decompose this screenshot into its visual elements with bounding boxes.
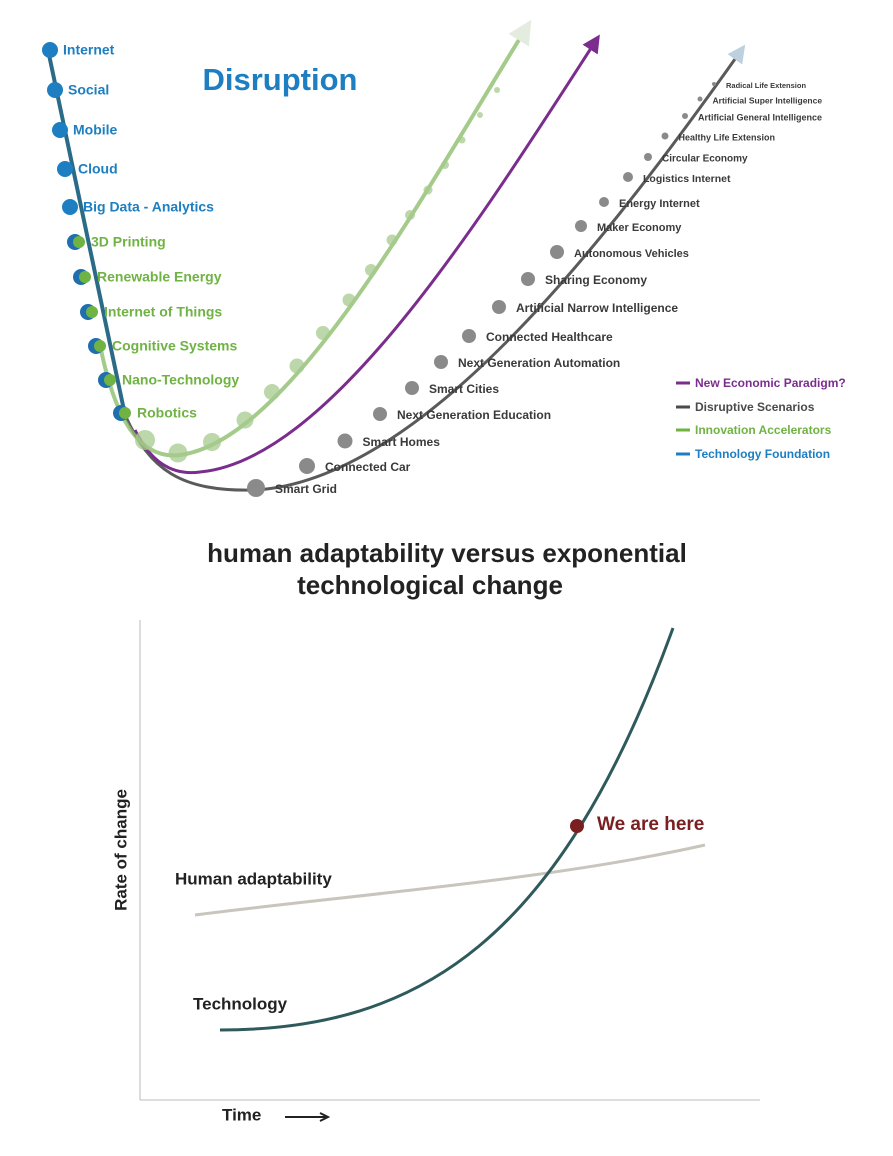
legend-label: New Economic Paradigm? <box>695 376 846 390</box>
accelerator-trail-dot <box>494 87 500 93</box>
foundation-label: Cloud <box>78 161 118 177</box>
accelerator-label: Nano-Technology <box>122 372 239 388</box>
accelerator-dot <box>104 374 116 386</box>
accelerator-trail-dot <box>458 136 466 144</box>
scenario-label: Radical Life Extension <box>726 81 806 90</box>
chart-title: technological change <box>297 570 563 600</box>
annotation: We are here <box>597 814 704 835</box>
accelerator-dot <box>79 271 91 283</box>
scenario-label: Artificial General Intelligence <box>698 112 822 122</box>
foundation-dot <box>52 122 68 138</box>
scenario-label: Connected Healthcare <box>486 330 613 344</box>
accelerator-dot <box>119 407 131 419</box>
accelerator-dot <box>94 340 106 352</box>
accelerator-trail-dot <box>316 326 330 340</box>
chart-title: human adaptability versus exponential <box>207 538 687 568</box>
accelerator-trail-dot <box>423 185 433 195</box>
scenario-dot <box>492 300 506 314</box>
disruption-title: Disruption <box>203 62 358 97</box>
scenario-dot <box>462 329 476 343</box>
accelerator-trail-dot <box>264 384 280 400</box>
scenario-dot <box>644 153 652 161</box>
scenario-label: Healthy Life Extension <box>679 132 776 142</box>
foundation-dot <box>42 42 58 58</box>
scenario-dot <box>550 245 564 259</box>
accelerator-trail-dot <box>386 234 398 246</box>
accelerator-label: Cognitive Systems <box>112 338 237 354</box>
scenario-label: Next Generation Automation <box>458 356 620 370</box>
legend-label: Technology Foundation <box>695 447 830 461</box>
paradigm-curve <box>133 34 600 475</box>
scenario-label: Smart Grid <box>275 482 337 496</box>
scenario-dot <box>434 355 448 369</box>
scenario-dot <box>299 458 315 474</box>
accelerator-label: Renewable Energy <box>97 269 222 285</box>
accelerator-trail-dot <box>405 210 415 220</box>
scenario-label: Logistics Internet <box>643 173 731 185</box>
scenario-dot <box>682 113 688 119</box>
scenario-dot <box>712 82 716 86</box>
x-axis-label: Time <box>222 1105 261 1124</box>
scenario-dot <box>575 220 587 232</box>
scenario-label: Maker Economy <box>597 222 682 234</box>
accelerator-trail-dot <box>203 433 221 451</box>
accelerator-label: 3D Printing <box>91 234 166 250</box>
accelerator-trail-dot <box>236 411 254 429</box>
here-dot <box>570 819 584 833</box>
scenario-dot <box>623 172 633 182</box>
foundation-line <box>46 49 127 416</box>
technology-curve <box>219 627 675 1032</box>
time-arrow <box>285 1112 331 1122</box>
scenario-label: Circular Economy <box>662 154 748 165</box>
accelerator-trail-dot <box>477 112 483 118</box>
accelerator-trail-dot <box>168 443 188 463</box>
scenario-label: Artificial Narrow Intelligence <box>516 301 678 315</box>
accelerator-label: Internet of Things <box>104 304 222 320</box>
scenario-dot <box>373 407 387 421</box>
scenario-dot <box>661 132 669 140</box>
scenario-dot <box>247 479 265 497</box>
scenario-label: Artificial Super Intelligence <box>713 95 823 105</box>
scenario-dot <box>405 381 419 395</box>
accelerator-label: Robotics <box>137 405 197 421</box>
scenario-label: Energy Internet <box>619 198 700 210</box>
scenario-label: Next Generation Education <box>397 408 551 422</box>
foundation-label: Internet <box>63 42 115 58</box>
accelerator-trail-dot <box>289 358 305 374</box>
accelerator-trail-dot <box>342 293 356 307</box>
scenario-dot <box>337 433 353 449</box>
adaptability-curve <box>194 843 706 917</box>
accelerator-trail-dot <box>365 264 377 276</box>
curve-label: Technology <box>193 994 288 1013</box>
accelerator-dot <box>86 306 98 318</box>
scenario-label: Autonomous Vehicles <box>574 248 689 260</box>
legend-label: Innovation Accelerators <box>695 423 832 437</box>
foundation-label: Mobile <box>73 122 118 138</box>
foundation-label: Big Data - Analytics <box>83 199 214 215</box>
accelerator-trail-dot <box>441 161 449 169</box>
scenario-label: Sharing Economy <box>545 273 647 287</box>
disruption-diagram: Disruption <box>46 19 746 492</box>
y-axis-label: Rate of change <box>111 789 130 911</box>
accelerator-trail-dot <box>135 430 155 450</box>
adaptability-chart: human adaptability versus exponential te… <box>111 538 760 1124</box>
foundation-dot <box>62 199 78 215</box>
scenario-curve <box>123 44 746 492</box>
scenario-dot <box>599 197 609 207</box>
scenario-dot <box>521 272 535 286</box>
legend-label: Disruptive Scenarios <box>695 400 815 414</box>
scenario-label: Smart Homes <box>363 435 441 449</box>
foundation-label: Social <box>68 82 109 98</box>
accelerator-dot <box>73 236 85 248</box>
foundation-dot <box>47 82 63 98</box>
scenario-dot <box>697 96 703 102</box>
scenario-label: Smart Cities <box>429 382 499 396</box>
foundation-dot <box>57 161 73 177</box>
curve-label: Human adaptability <box>175 869 332 888</box>
scenario-label: Connected Car <box>325 460 411 474</box>
